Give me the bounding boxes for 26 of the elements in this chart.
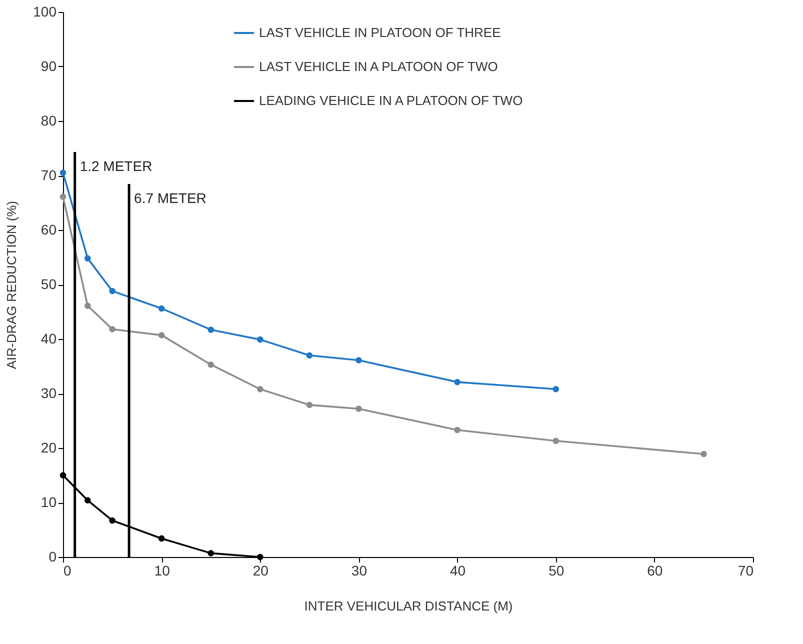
legend-label: LAST VEHICLE IN PLATOON OF THREE: [259, 25, 502, 40]
y-tick-label: 50: [40, 276, 57, 292]
y-tick-label: 70: [40, 167, 57, 183]
x-tick-label: 70: [738, 562, 754, 578]
x-axis-title: INTER VEHICULAR DISTANCE (M): [304, 598, 513, 614]
x-tick-label: 10: [154, 562, 170, 578]
y-axis-title: AIR-DRAG REDUCTION (%): [4, 200, 20, 370]
y-tick-label: 30: [40, 385, 57, 401]
y-tick-label: 100: [33, 4, 57, 20]
x-tick-label: 0: [64, 562, 72, 578]
y-tick-label: 90: [40, 58, 57, 74]
y-tick-label: 60: [40, 222, 57, 238]
y-tick-label: 80: [40, 112, 57, 128]
ref-line-label: 1.2 METER: [80, 158, 152, 174]
x-tick-label: 40: [450, 562, 466, 578]
y-tick-label: 40: [40, 330, 57, 346]
y-tick-label: 10: [40, 494, 57, 510]
ref-line-label: 6.7 METER: [134, 190, 206, 206]
x-tick-label: 20: [252, 562, 269, 578]
y-tick-label: 0: [48, 548, 57, 564]
x-tick-label: 30: [351, 562, 368, 578]
x-tick-label: 60: [647, 562, 663, 578]
x-tick-label: 50: [548, 562, 564, 578]
y-tick-label: 20: [40, 440, 57, 456]
legend-label: LEADING VEHICLE IN A PLATOON OF TWO: [259, 93, 523, 108]
legend-label: LAST VEHICLE IN A PLATOON OF TWO: [259, 59, 498, 74]
